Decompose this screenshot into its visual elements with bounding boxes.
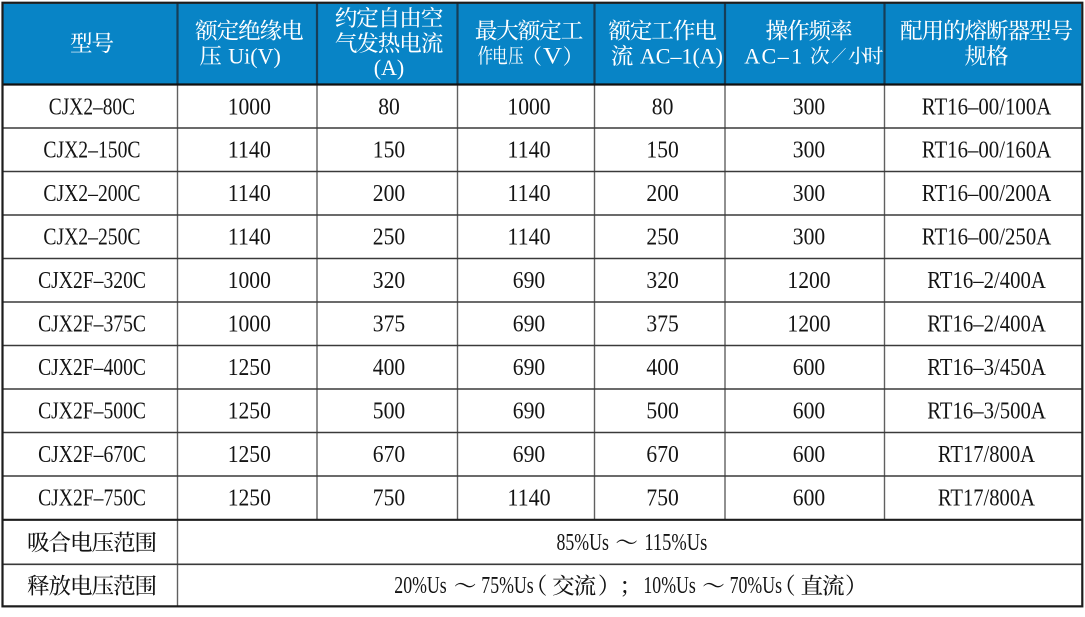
svg-text:RT16–2/400A: RT16–2/400A — [927, 311, 1046, 338]
svg-text:75%Us: 75%Us — [481, 572, 533, 599]
svg-text:600: 600 — [793, 485, 825, 512]
svg-text:375: 375 — [646, 311, 678, 338]
svg-text:1200: 1200 — [787, 267, 830, 294]
svg-text:670: 670 — [373, 441, 405, 468]
svg-text:80: 80 — [652, 94, 674, 121]
svg-text:1: 1 — [791, 43, 802, 68]
svg-text:80: 80 — [378, 94, 400, 121]
svg-text:300: 300 — [793, 224, 825, 251]
svg-text:750: 750 — [373, 485, 405, 512]
svg-text:1000: 1000 — [228, 311, 271, 338]
svg-text:CJX2–250C: CJX2–250C — [43, 224, 140, 251]
svg-text:1140: 1140 — [507, 137, 550, 164]
svg-text:300: 300 — [793, 180, 825, 207]
svg-text:1140: 1140 — [507, 224, 550, 251]
svg-text:300: 300 — [793, 94, 825, 121]
svg-text:CJX2F–320C: CJX2F–320C — [38, 267, 146, 294]
svg-text:1250: 1250 — [228, 485, 271, 512]
svg-text:1140: 1140 — [228, 224, 271, 251]
svg-text:RT16–3/450A: RT16–3/450A — [927, 354, 1046, 381]
svg-text:RT17/800A: RT17/800A — [938, 485, 1035, 512]
svg-text:CJX2F–500C: CJX2F–500C — [38, 398, 146, 425]
svg-text:150: 150 — [373, 137, 405, 164]
svg-text:600: 600 — [793, 398, 825, 425]
svg-text:70%Us: 70%Us — [730, 572, 782, 599]
svg-text:CJX2F–750C: CJX2F–750C — [38, 485, 146, 512]
svg-text:320: 320 — [373, 267, 405, 294]
svg-text:600: 600 — [793, 354, 825, 381]
svg-text:CJX2F–375C: CJX2F–375C — [38, 311, 146, 338]
svg-text:400: 400 — [646, 354, 678, 381]
svg-text:690: 690 — [513, 311, 545, 338]
svg-text:A: A — [744, 43, 760, 68]
svg-text:AC–1(A): AC–1(A) — [640, 43, 723, 68]
svg-text:150: 150 — [646, 137, 678, 164]
svg-text:RT16–2/400A: RT16–2/400A — [927, 267, 1046, 294]
svg-text:690: 690 — [513, 267, 545, 294]
svg-text:1000: 1000 — [228, 94, 271, 121]
svg-text:1200: 1200 — [787, 311, 830, 338]
svg-text:300: 300 — [793, 137, 825, 164]
svg-text:20%Us: 20%Us — [394, 572, 446, 599]
svg-text:690: 690 — [513, 441, 545, 468]
svg-text:500: 500 — [373, 398, 405, 425]
svg-text:CJX2–80C: CJX2–80C — [49, 94, 135, 121]
svg-text:1140: 1140 — [507, 485, 550, 512]
svg-text:690: 690 — [513, 398, 545, 425]
svg-text:RT16–00/100A: RT16–00/100A — [922, 94, 1052, 121]
svg-text:115%Us: 115%Us — [644, 529, 707, 556]
svg-text:750: 750 — [646, 485, 678, 512]
svg-text:85%Us: 85%Us — [557, 529, 609, 556]
svg-text:1140: 1140 — [228, 180, 271, 207]
svg-text:CJX2–200C: CJX2–200C — [43, 180, 140, 207]
svg-text:500: 500 — [646, 398, 678, 425]
svg-text:10%Us: 10%Us — [643, 572, 695, 599]
svg-text:1000: 1000 — [507, 94, 550, 121]
svg-text:1250: 1250 — [228, 398, 271, 425]
svg-text:RT16–3/500A: RT16–3/500A — [927, 398, 1046, 425]
svg-text:RT17/800A: RT17/800A — [938, 441, 1035, 468]
svg-text:200: 200 — [646, 180, 678, 207]
svg-text:200: 200 — [373, 180, 405, 207]
svg-text:1140: 1140 — [507, 180, 550, 207]
svg-text:V: V — [543, 43, 562, 69]
svg-text:RT16–00/200A: RT16–00/200A — [922, 180, 1052, 207]
svg-text:RT16–00/160A: RT16–00/160A — [922, 137, 1052, 164]
svg-text:600: 600 — [793, 441, 825, 468]
svg-text:375: 375 — [373, 311, 405, 338]
svg-text:670: 670 — [646, 441, 678, 468]
svg-text:250: 250 — [646, 224, 678, 251]
svg-text:250: 250 — [373, 224, 405, 251]
svg-text:1250: 1250 — [228, 354, 271, 381]
svg-text:–: – — [777, 43, 790, 68]
svg-text:CJX2–150C: CJX2–150C — [43, 137, 140, 164]
svg-text:400: 400 — [373, 354, 405, 381]
svg-text:C: C — [762, 43, 777, 68]
svg-text:1250: 1250 — [228, 441, 271, 468]
svg-text:RT16–00/250A: RT16–00/250A — [922, 224, 1052, 251]
svg-text:1140: 1140 — [228, 137, 271, 164]
svg-text:320: 320 — [646, 267, 678, 294]
svg-text:690: 690 — [513, 354, 545, 381]
svg-text:CJX2F–670C: CJX2F–670C — [38, 441, 146, 468]
svg-text:Ui(V): Ui(V) — [228, 43, 281, 68]
svg-text:(A): (A) — [374, 55, 405, 80]
svg-text:CJX2F–400C: CJX2F–400C — [38, 354, 146, 381]
svg-text:1000: 1000 — [228, 267, 271, 294]
